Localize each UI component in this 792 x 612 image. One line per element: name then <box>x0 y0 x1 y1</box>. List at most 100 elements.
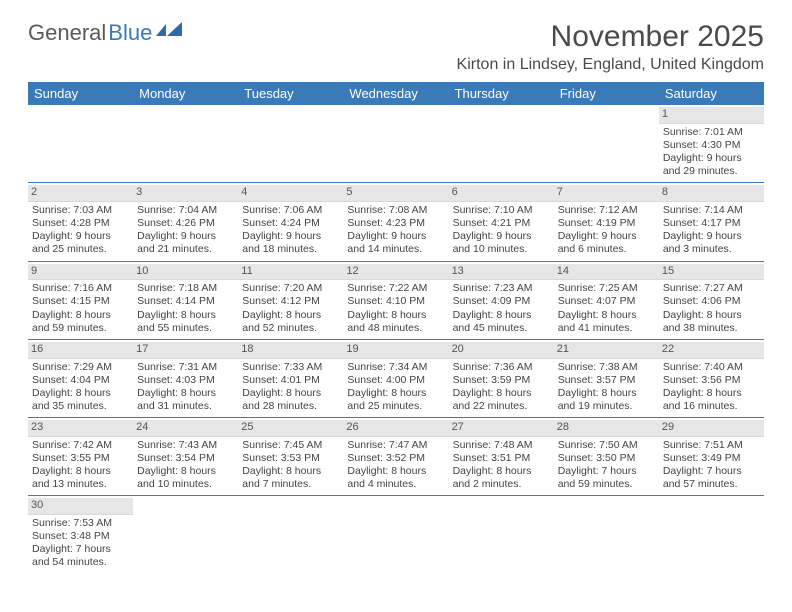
day1-text: Daylight: 8 hours <box>347 309 444 322</box>
day2-text: and 10 minutes. <box>137 478 234 491</box>
day1-text: Daylight: 8 hours <box>242 465 339 478</box>
day2-text: and 25 minutes. <box>347 400 444 413</box>
calendar-cell <box>238 496 343 573</box>
dayhead-mon: Monday <box>133 82 238 105</box>
dayhead-wed: Wednesday <box>343 82 448 105</box>
sunrise-text: Sunrise: 7:23 AM <box>453 282 550 295</box>
sunrise-text: Sunrise: 7:10 AM <box>453 204 550 217</box>
day1-text: Daylight: 8 hours <box>32 387 129 400</box>
calendar-cell: 30Sunrise: 7:53 AMSunset: 3:48 PMDayligh… <box>28 496 133 573</box>
calendar-cell: 24Sunrise: 7:43 AMSunset: 3:54 PMDayligh… <box>133 418 238 495</box>
dayhead-thu: Thursday <box>449 82 554 105</box>
sunset-text: Sunset: 3:52 PM <box>347 452 444 465</box>
day-number: 10 <box>133 264 238 281</box>
sunset-text: Sunset: 4:21 PM <box>453 217 550 230</box>
day2-text: and 25 minutes. <box>32 243 129 256</box>
sunrise-text: Sunrise: 7:14 AM <box>663 204 760 217</box>
sunset-text: Sunset: 3:57 PM <box>558 374 655 387</box>
sunset-text: Sunset: 4:06 PM <box>663 295 760 308</box>
day2-text: and 52 minutes. <box>242 322 339 335</box>
logo: GeneralBlue <box>28 20 184 46</box>
calendar-cell: 7Sunrise: 7:12 AMSunset: 4:19 PMDaylight… <box>554 183 659 260</box>
day1-text: Daylight: 9 hours <box>558 230 655 243</box>
calendar-cell: 12Sunrise: 7:22 AMSunset: 4:10 PMDayligh… <box>343 262 448 339</box>
day-number: 13 <box>449 264 554 281</box>
day-number: 21 <box>554 342 659 359</box>
day2-text: and 19 minutes. <box>558 400 655 413</box>
calendar-cell <box>238 105 343 182</box>
day1-text: Daylight: 9 hours <box>32 230 129 243</box>
day-number: 16 <box>28 342 133 359</box>
sunrise-text: Sunrise: 7:34 AM <box>347 361 444 374</box>
day-number: 7 <box>554 185 659 202</box>
day2-text: and 22 minutes. <box>453 400 550 413</box>
calendar-cell: 8Sunrise: 7:14 AMSunset: 4:17 PMDaylight… <box>659 183 764 260</box>
sunset-text: Sunset: 3:55 PM <box>32 452 129 465</box>
day-number: 2 <box>28 185 133 202</box>
day2-text: and 48 minutes. <box>347 322 444 335</box>
sunrise-text: Sunrise: 7:45 AM <box>242 439 339 452</box>
dayhead-tue: Tuesday <box>238 82 343 105</box>
day-number: 26 <box>343 420 448 437</box>
day-number: 22 <box>659 342 764 359</box>
day-number: 1 <box>659 107 764 124</box>
week-row: 9Sunrise: 7:16 AMSunset: 4:15 PMDaylight… <box>28 262 764 340</box>
calendar-cell: 11Sunrise: 7:20 AMSunset: 4:12 PMDayligh… <box>238 262 343 339</box>
sunrise-text: Sunrise: 7:48 AM <box>453 439 550 452</box>
day-number: 3 <box>133 185 238 202</box>
calendar-cell: 3Sunrise: 7:04 AMSunset: 4:26 PMDaylight… <box>133 183 238 260</box>
day-number: 17 <box>133 342 238 359</box>
day-number: 29 <box>659 420 764 437</box>
sunrise-text: Sunrise: 7:50 AM <box>558 439 655 452</box>
sunset-text: Sunset: 3:56 PM <box>663 374 760 387</box>
day-number: 23 <box>28 420 133 437</box>
day-number: 14 <box>554 264 659 281</box>
sunrise-text: Sunrise: 7:04 AM <box>137 204 234 217</box>
sunset-text: Sunset: 4:28 PM <box>32 217 129 230</box>
day1-text: Daylight: 9 hours <box>663 230 760 243</box>
day-number: 25 <box>238 420 343 437</box>
sunset-text: Sunset: 3:51 PM <box>453 452 550 465</box>
calendar-cell: 10Sunrise: 7:18 AMSunset: 4:14 PMDayligh… <box>133 262 238 339</box>
day1-text: Daylight: 8 hours <box>347 465 444 478</box>
sunset-text: Sunset: 3:59 PM <box>453 374 550 387</box>
calendar-cell: 27Sunrise: 7:48 AMSunset: 3:51 PMDayligh… <box>449 418 554 495</box>
day-number: 12 <box>343 264 448 281</box>
calendar-cell <box>133 496 238 573</box>
day1-text: Daylight: 9 hours <box>347 230 444 243</box>
week-row: 1Sunrise: 7:01 AMSunset: 4:30 PMDaylight… <box>28 105 764 183</box>
day-number: 20 <box>449 342 554 359</box>
day-number: 18 <box>238 342 343 359</box>
calendar-cell: 18Sunrise: 7:33 AMSunset: 4:01 PMDayligh… <box>238 340 343 417</box>
calendar-cell: 21Sunrise: 7:38 AMSunset: 3:57 PMDayligh… <box>554 340 659 417</box>
day1-text: Daylight: 8 hours <box>137 309 234 322</box>
sunset-text: Sunset: 4:26 PM <box>137 217 234 230</box>
sunrise-text: Sunrise: 7:42 AM <box>32 439 129 452</box>
day1-text: Daylight: 8 hours <box>663 309 760 322</box>
day2-text: and 28 minutes. <box>242 400 339 413</box>
sunrise-text: Sunrise: 7:33 AM <box>242 361 339 374</box>
calendar-cell <box>28 105 133 182</box>
header: GeneralBlue November 2025 Kirton in Lind… <box>28 20 764 74</box>
day2-text: and 14 minutes. <box>347 243 444 256</box>
day2-text: and 31 minutes. <box>137 400 234 413</box>
sunrise-text: Sunrise: 7:06 AM <box>242 204 339 217</box>
day2-text: and 6 minutes. <box>558 243 655 256</box>
sunset-text: Sunset: 4:12 PM <box>242 295 339 308</box>
day2-text: and 35 minutes. <box>32 400 129 413</box>
dayhead-sat: Saturday <box>659 82 764 105</box>
calendar-cell <box>133 105 238 182</box>
day-number: 5 <box>343 185 448 202</box>
day1-text: Daylight: 8 hours <box>453 309 550 322</box>
calendar-cell: 28Sunrise: 7:50 AMSunset: 3:50 PMDayligh… <box>554 418 659 495</box>
day1-text: Daylight: 8 hours <box>32 309 129 322</box>
sunset-text: Sunset: 4:15 PM <box>32 295 129 308</box>
calendar-cell: 19Sunrise: 7:34 AMSunset: 4:00 PMDayligh… <box>343 340 448 417</box>
calendar-cell: 25Sunrise: 7:45 AMSunset: 3:53 PMDayligh… <box>238 418 343 495</box>
logo-flag-icon <box>156 20 184 46</box>
calendar-cell <box>343 105 448 182</box>
sunset-text: Sunset: 4:19 PM <box>558 217 655 230</box>
sunset-text: Sunset: 4:10 PM <box>347 295 444 308</box>
location-subtitle: Kirton in Lindsey, England, United Kingd… <box>457 56 764 74</box>
calendar: Sunday Monday Tuesday Wednesday Thursday… <box>28 82 764 574</box>
